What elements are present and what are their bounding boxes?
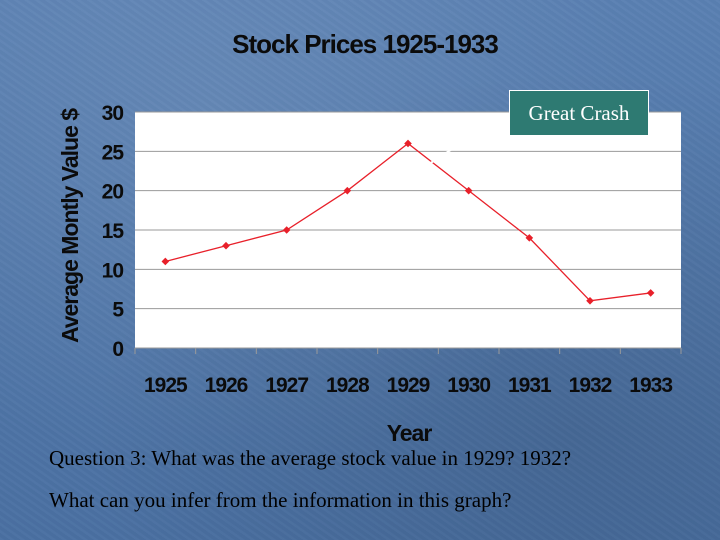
data-point-1927 xyxy=(282,226,291,234)
y-tick-label: 5 xyxy=(112,299,124,322)
data-point-1931 xyxy=(525,234,534,242)
x-tick-label: 1928 xyxy=(326,374,370,397)
y-tick-label: 15 xyxy=(102,220,125,243)
x-tick-label: 1933 xyxy=(629,374,672,397)
x-tick-label: 1926 xyxy=(205,374,248,397)
x-tick-label: 1931 xyxy=(508,374,552,397)
data-point-1926 xyxy=(222,241,230,250)
y-tick-labels: 0 5 10 15 20 25 30 xyxy=(102,102,126,361)
data-point-1929 xyxy=(404,139,412,148)
y-tick-label: 0 xyxy=(112,338,123,361)
x-tick-label: 1927 xyxy=(265,374,308,397)
question-line-2: What can you infer from the information … xyxy=(49,488,512,512)
x-tick-label: 1930 xyxy=(447,374,490,397)
data-point-1933 xyxy=(646,289,655,297)
data-point-1928 xyxy=(343,186,352,195)
data-point-1930 xyxy=(464,186,473,195)
y-tick-label: 30 xyxy=(102,102,124,125)
x-tick-label: 1929 xyxy=(387,374,430,397)
question-line-1: Question 3: What was the average stock v… xyxy=(49,446,572,470)
great-crash-callout: Great Crash xyxy=(509,90,649,136)
annotation-arrow xyxy=(425,113,507,167)
y-tick-label: 10 xyxy=(102,259,124,282)
data-point-1932 xyxy=(586,297,594,305)
chart-title: Stock Prices 1925-1933 xyxy=(232,29,498,59)
annotation-arrowhead xyxy=(496,114,506,124)
y-axis-label: Average Montly Value $ xyxy=(57,108,83,343)
x-tick-labels: 1925 1926 1927 1928 1929 1930 1931 1932 1933 xyxy=(144,374,673,397)
y-tick-label: 25 xyxy=(102,141,125,164)
y-tick-label: 20 xyxy=(102,181,124,204)
grid-lines xyxy=(134,111,682,354)
data-markers xyxy=(161,139,655,305)
data-point-1925 xyxy=(161,257,170,266)
x-tick-label: 1925 xyxy=(144,374,188,397)
x-tick-label: 1932 xyxy=(569,374,612,397)
x-axis-label: Year xyxy=(387,420,433,446)
